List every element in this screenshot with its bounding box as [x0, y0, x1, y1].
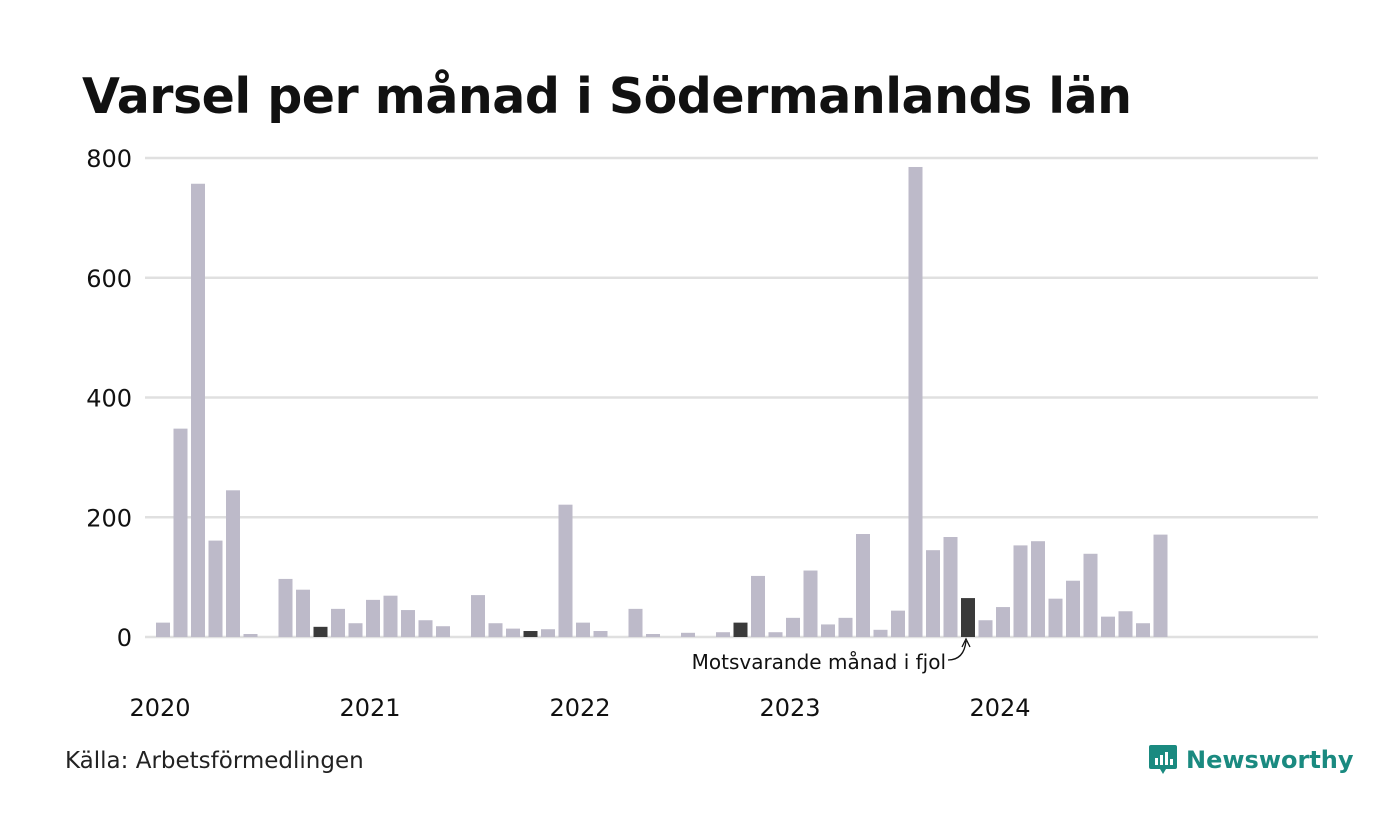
bar: [978, 620, 993, 637]
bar: [786, 617, 800, 637]
bar: [838, 617, 853, 637]
bar: [558, 504, 573, 637]
bar: [891, 610, 905, 637]
bar: [208, 540, 223, 637]
bar: [908, 166, 923, 637]
chart-title: Varsel per månad i Södermanlands län: [82, 68, 1132, 125]
annotation-arrow: [947, 640, 967, 661]
bar: [296, 589, 310, 637]
bar: [1101, 616, 1115, 637]
x-tick-label: 2024: [969, 694, 1030, 722]
previous-year-label: Motsvarande månad i fjol: [692, 650, 946, 674]
y-tick-label: 200: [86, 504, 132, 532]
bar: [471, 595, 485, 637]
bar: [646, 634, 660, 637]
bar: [926, 550, 940, 637]
x-tick-label: 2022: [549, 694, 610, 722]
bar: [751, 575, 765, 637]
y-tick-label: 400: [86, 385, 132, 413]
bar: [996, 607, 1010, 637]
bar: [733, 622, 748, 637]
bar: [1031, 541, 1045, 637]
bar: [576, 622, 590, 637]
bar: [506, 628, 520, 637]
bar: [278, 578, 293, 637]
bar: [173, 428, 188, 637]
bar: [366, 599, 380, 637]
bar: [243, 634, 258, 637]
x-tick-label: 2021: [339, 694, 400, 722]
bar: [331, 608, 345, 637]
bar: [821, 624, 835, 637]
bar: [593, 631, 608, 637]
bar: [803, 570, 818, 637]
bar: [1066, 580, 1080, 637]
bar: [961, 598, 975, 637]
bar: [716, 632, 730, 637]
bar: [156, 622, 170, 637]
bar: [856, 534, 870, 637]
y-tick-label: 600: [86, 265, 132, 293]
bar: [1048, 598, 1063, 637]
bar: [191, 183, 205, 637]
bar: [401, 610, 415, 637]
bar: [628, 608, 643, 637]
bar-chart: 0 200 400 600 800 2020 2021 2022 2023 2024 Motsv…: [86, 145, 1318, 722]
bar: [1136, 623, 1150, 637]
bar: [873, 629, 888, 637]
bar: [541, 629, 555, 637]
source-label: Källa: Arbetsförmedlingen: [65, 748, 364, 774]
brand-name: Newsworthy: [1186, 746, 1354, 774]
x-tick-label: 2023: [759, 694, 820, 722]
bar: [1083, 553, 1098, 637]
y-tick-label: 800: [86, 145, 132, 173]
bar: [348, 623, 363, 637]
brand-logo: Newsworthy: [1148, 743, 1354, 777]
bar: [1153, 534, 1168, 637]
y-axis-ticks: 0 200 400 600 800: [86, 145, 132, 652]
bars: [156, 166, 1168, 637]
newsworthy-icon: [1149, 745, 1177, 774]
bar: [436, 626, 450, 637]
bar: [488, 623, 503, 637]
bar: [1013, 545, 1028, 637]
bar: [313, 626, 328, 637]
bar: [418, 620, 433, 637]
annotations: Motsvarande månad i fjol: [692, 637, 971, 674]
annotation-arrowhead: [961, 637, 971, 648]
bar: [226, 490, 240, 637]
bar: [1118, 611, 1133, 637]
grid-lines: [145, 156, 1318, 639]
y-tick-label: 0: [117, 624, 132, 652]
bar: [523, 631, 538, 637]
bar: [383, 595, 398, 637]
x-tick-label: 2020: [129, 694, 190, 722]
bar: [768, 632, 783, 637]
bar: [681, 632, 695, 637]
x-axis-year-labels: 2020 2021 2022 2023 2024: [129, 694, 1030, 722]
bar: [943, 537, 958, 637]
